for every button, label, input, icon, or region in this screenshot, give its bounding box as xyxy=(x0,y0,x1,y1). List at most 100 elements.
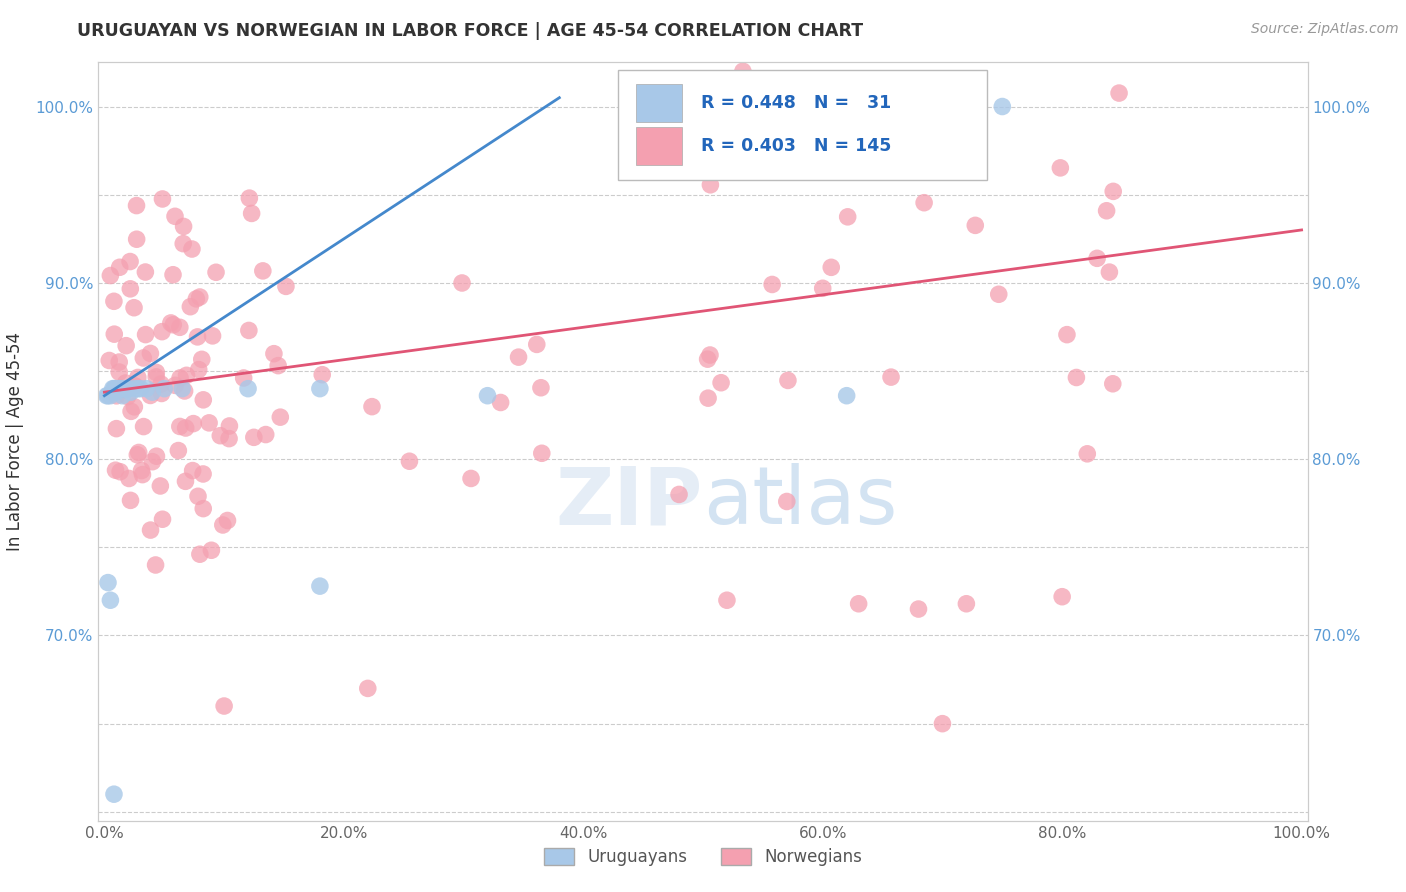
Point xyxy=(526,337,548,351)
Point xyxy=(108,382,131,396)
Point xyxy=(120,493,142,508)
Point xyxy=(169,419,191,434)
Point xyxy=(100,593,122,607)
Point xyxy=(311,368,333,382)
Point xyxy=(212,699,235,714)
Point xyxy=(118,471,141,485)
Point xyxy=(129,382,152,396)
Point xyxy=(198,416,221,430)
Point xyxy=(103,385,125,400)
Point xyxy=(115,382,138,396)
Point xyxy=(269,410,291,425)
Point xyxy=(238,191,260,205)
Point xyxy=(98,268,121,283)
Point xyxy=(97,389,120,403)
Point xyxy=(240,206,263,220)
Point xyxy=(1050,590,1073,604)
Point xyxy=(699,348,721,362)
Point xyxy=(991,99,1014,113)
Point xyxy=(163,210,186,224)
Point xyxy=(179,300,201,314)
Point xyxy=(124,382,146,396)
Point xyxy=(107,382,129,396)
Point xyxy=(127,370,149,384)
Point xyxy=(173,384,195,398)
Point xyxy=(187,362,209,376)
Point xyxy=(103,327,125,342)
Point xyxy=(211,518,233,533)
Point xyxy=(104,382,127,396)
Point xyxy=(696,352,718,367)
Point xyxy=(252,264,274,278)
Point xyxy=(134,265,156,279)
Point xyxy=(96,389,118,403)
Point xyxy=(489,395,512,409)
Point xyxy=(205,265,228,279)
Point xyxy=(912,195,935,210)
Point xyxy=(117,382,139,396)
Point xyxy=(105,422,128,436)
Point xyxy=(200,543,222,558)
Point xyxy=(124,400,146,414)
FancyBboxPatch shape xyxy=(619,70,987,180)
Point xyxy=(186,330,208,344)
Point xyxy=(169,371,191,385)
Point xyxy=(907,602,929,616)
Point xyxy=(477,389,499,403)
Point xyxy=(837,210,859,224)
Point xyxy=(128,445,150,459)
Point xyxy=(162,268,184,282)
Point xyxy=(169,320,191,334)
Point xyxy=(131,467,153,482)
Point xyxy=(150,325,173,339)
Point xyxy=(120,385,142,400)
FancyBboxPatch shape xyxy=(637,84,682,121)
Point xyxy=(965,219,987,233)
Point xyxy=(254,427,277,442)
Point xyxy=(145,449,167,463)
Point xyxy=(111,389,134,403)
Point xyxy=(150,377,173,392)
Point xyxy=(188,290,211,304)
Text: ZIP: ZIP xyxy=(555,463,703,541)
Point xyxy=(201,329,224,343)
Point xyxy=(238,323,260,337)
Point xyxy=(145,558,167,572)
Point xyxy=(135,327,157,342)
Point xyxy=(120,254,142,268)
Point xyxy=(1049,161,1071,175)
Point xyxy=(125,198,148,212)
Point xyxy=(209,428,232,442)
Point xyxy=(150,386,173,401)
Point xyxy=(267,359,290,373)
Point xyxy=(1076,447,1098,461)
Point xyxy=(188,547,211,561)
Point xyxy=(987,287,1010,301)
Point xyxy=(848,597,870,611)
Point xyxy=(218,432,240,446)
Point xyxy=(699,178,721,192)
Point xyxy=(127,382,149,396)
Point xyxy=(160,316,183,330)
Point xyxy=(120,282,142,296)
Point xyxy=(697,391,720,405)
FancyBboxPatch shape xyxy=(637,127,682,165)
Point xyxy=(191,352,214,367)
Point xyxy=(451,276,474,290)
Point xyxy=(1056,327,1078,342)
Point xyxy=(232,371,254,385)
Point xyxy=(776,373,799,387)
Point xyxy=(1095,203,1118,218)
Point xyxy=(97,575,120,590)
Point xyxy=(132,351,155,365)
Point xyxy=(263,347,285,361)
Point xyxy=(131,464,153,478)
Y-axis label: In Labor Force | Age 45-54: In Labor Force | Age 45-54 xyxy=(7,332,24,551)
Point xyxy=(181,464,204,478)
Point xyxy=(716,593,738,607)
Point xyxy=(141,455,163,469)
Point xyxy=(181,242,204,256)
Point xyxy=(165,378,187,392)
Point xyxy=(236,382,259,396)
Point xyxy=(835,389,858,403)
